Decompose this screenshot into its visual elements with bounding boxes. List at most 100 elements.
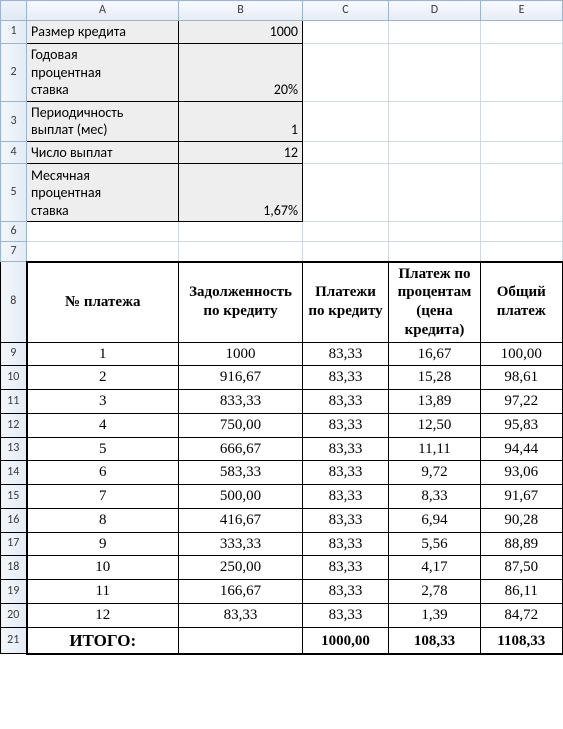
cell-C19[interactable]: 83,33: [303, 580, 389, 604]
cell-E11[interactable]: 97,22: [481, 390, 563, 414]
cell-E21[interactable]: 1108,33: [481, 627, 563, 654]
cell-D3[interactable]: [389, 101, 481, 141]
cell-E5[interactable]: [481, 164, 563, 222]
cell-C20[interactable]: 83,33: [303, 603, 389, 627]
cell-E19[interactable]: 86,11: [481, 580, 563, 604]
row-header-3[interactable]: 3: [1, 101, 27, 141]
cell-C18[interactable]: 83,33: [303, 556, 389, 580]
cell-B5[interactable]: 1,67%: [179, 164, 303, 222]
cell-A3[interactable]: Периодичность выплат (мес): [27, 101, 179, 141]
cell-C12[interactable]: 83,33: [303, 413, 389, 437]
cell-D8[interactable]: Платеж по процентам (цена кредита): [389, 262, 481, 343]
cell-A5[interactable]: Месячная процентная ставка: [27, 164, 179, 222]
cell-C10[interactable]: 83,33: [303, 366, 389, 390]
cell-C2[interactable]: [303, 43, 389, 101]
cell-A13[interactable]: 5: [27, 437, 179, 461]
cell-C8[interactable]: Платежи по кредиту: [303, 262, 389, 343]
row-header-11[interactable]: 11: [1, 390, 27, 414]
row-header-18[interactable]: 18: [1, 556, 27, 580]
cell-A8[interactable]: № платежа: [27, 262, 179, 343]
col-header-D[interactable]: D: [389, 1, 481, 21]
row-header-14[interactable]: 14: [1, 461, 27, 485]
cell-B10[interactable]: 916,67: [179, 366, 303, 390]
cell-D13[interactable]: 11,11: [389, 437, 481, 461]
cell-A10[interactable]: 2: [27, 366, 179, 390]
cell-C4[interactable]: [303, 141, 389, 164]
cell-E1[interactable]: [481, 21, 563, 44]
row-header-20[interactable]: 20: [1, 603, 27, 627]
cell-A1[interactable]: Размер кредита: [27, 21, 179, 44]
cell-B18[interactable]: 250,00: [179, 556, 303, 580]
row-header-5[interactable]: 5: [1, 164, 27, 222]
cell-C9[interactable]: 83,33: [303, 342, 389, 366]
cell-A19[interactable]: 11: [27, 580, 179, 604]
col-header-C[interactable]: C: [303, 1, 389, 21]
corner-cell[interactable]: [1, 1, 27, 21]
cell-E3[interactable]: [481, 101, 563, 141]
cell-C5[interactable]: [303, 164, 389, 222]
cell-C17[interactable]: 83,33: [303, 532, 389, 556]
cell-C3[interactable]: [303, 101, 389, 141]
cell-A12[interactable]: 4: [27, 413, 179, 437]
cell-B9[interactable]: 1000: [179, 342, 303, 366]
row-header-9[interactable]: 9: [1, 342, 27, 366]
cell-A14[interactable]: 6: [27, 461, 179, 485]
cell-B17[interactable]: 333,33: [179, 532, 303, 556]
cell-D21[interactable]: 108,33: [389, 627, 481, 654]
row-header-2[interactable]: 2: [1, 43, 27, 101]
cell-D17[interactable]: 5,56: [389, 532, 481, 556]
cell-A6[interactable]: [27, 222, 179, 242]
cell-D20[interactable]: 1,39: [389, 603, 481, 627]
cell-D9[interactable]: 16,67: [389, 342, 481, 366]
cell-C7[interactable]: [303, 242, 389, 262]
cell-D19[interactable]: 2,78: [389, 580, 481, 604]
cell-A11[interactable]: 3: [27, 390, 179, 414]
cell-A2[interactable]: Годовая процентная ставка: [27, 43, 179, 101]
cell-C15[interactable]: 83,33: [303, 485, 389, 509]
cell-B11[interactable]: 833,33: [179, 390, 303, 414]
cell-E12[interactable]: 95,83: [481, 413, 563, 437]
cell-E9[interactable]: 100,00: [481, 342, 563, 366]
row-header-4[interactable]: 4: [1, 141, 27, 164]
row-header-15[interactable]: 15: [1, 485, 27, 509]
cell-E15[interactable]: 91,67: [481, 485, 563, 509]
cell-A17[interactable]: 9: [27, 532, 179, 556]
cell-B14[interactable]: 583,33: [179, 461, 303, 485]
cell-B3[interactable]: 1: [179, 101, 303, 141]
row-header-21[interactable]: 21: [1, 627, 27, 654]
cell-D16[interactable]: 6,94: [389, 508, 481, 532]
row-header-17[interactable]: 17: [1, 532, 27, 556]
cell-B6[interactable]: [179, 222, 303, 242]
spreadsheet[interactable]: A B C D E 1 Размер кредита 1000 2 Годова…: [0, 0, 563, 655]
row-header-10[interactable]: 10: [1, 366, 27, 390]
col-header-B[interactable]: B: [179, 1, 303, 21]
cell-B4[interactable]: 12: [179, 141, 303, 164]
cell-D2[interactable]: [389, 43, 481, 101]
cell-E20[interactable]: 84,72: [481, 603, 563, 627]
row-header-1[interactable]: 1: [1, 21, 27, 44]
cell-D12[interactable]: 12,50: [389, 413, 481, 437]
cell-E17[interactable]: 88,89: [481, 532, 563, 556]
cell-D18[interactable]: 4,17: [389, 556, 481, 580]
row-header-19[interactable]: 19: [1, 580, 27, 604]
cell-E6[interactable]: [481, 222, 563, 242]
cell-C21[interactable]: 1000,00: [303, 627, 389, 654]
cell-D14[interactable]: 9,72: [389, 461, 481, 485]
cell-E2[interactable]: [481, 43, 563, 101]
cell-C6[interactable]: [303, 222, 389, 242]
col-header-E[interactable]: E: [481, 1, 563, 21]
cell-D5[interactable]: [389, 164, 481, 222]
cell-A20[interactable]: 12: [27, 603, 179, 627]
cell-C11[interactable]: 83,33: [303, 390, 389, 414]
cell-C1[interactable]: [303, 21, 389, 44]
cell-D6[interactable]: [389, 222, 481, 242]
cell-B19[interactable]: 166,67: [179, 580, 303, 604]
cell-C13[interactable]: 83,33: [303, 437, 389, 461]
cell-D11[interactable]: 13,89: [389, 390, 481, 414]
cell-B8[interactable]: Задолженность по кредиту: [179, 262, 303, 343]
cell-E7[interactable]: [481, 242, 563, 262]
cell-E4[interactable]: [481, 141, 563, 164]
cell-D15[interactable]: 8,33: [389, 485, 481, 509]
cell-B12[interactable]: 750,00: [179, 413, 303, 437]
cell-B16[interactable]: 416,67: [179, 508, 303, 532]
